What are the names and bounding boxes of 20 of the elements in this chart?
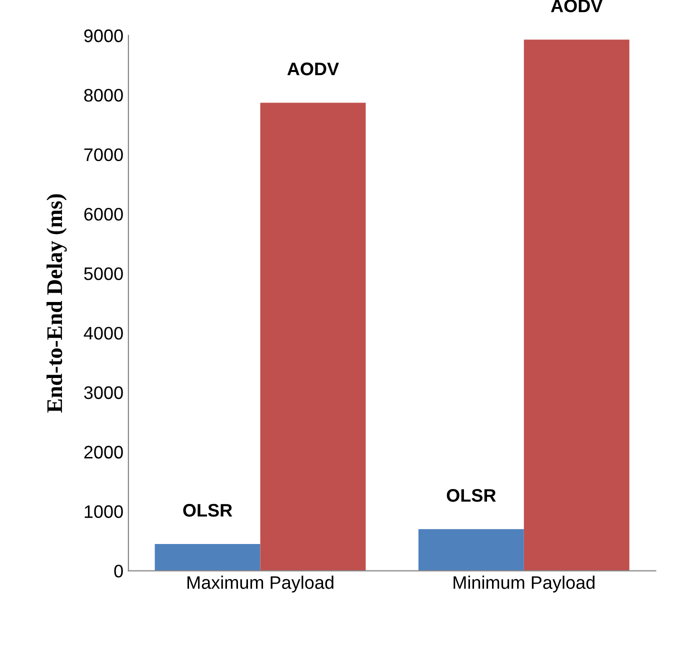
y-tick-label: 5000: [84, 267, 123, 280]
y-axis-title: End-to-End Delay (ms): [46, 194, 67, 413]
text: OLSR: [183, 504, 232, 517]
bar: [260, 102, 366, 571]
series-label: OLSR: [446, 489, 496, 502]
bar: [154, 544, 260, 571]
x-tick-label: Minimum Payload: [454, 576, 594, 593]
series-label: AODV: [287, 62, 339, 76]
y-tick-label: 1000: [84, 505, 123, 518]
y-tick-label: 4000: [84, 326, 123, 340]
y-tick-label: 8000: [84, 88, 123, 102]
y-tick-label: 3000: [84, 386, 123, 400]
bar: [418, 529, 524, 571]
x-tick-label: Maximum Payload: [187, 576, 334, 593]
y-tick-label: 7000: [84, 148, 123, 162]
y-tick-label: 6000: [84, 208, 123, 221]
y-tick-label: 2000: [84, 446, 123, 459]
bar: [524, 40, 630, 571]
y-tick-label: 9000: [84, 29, 123, 42]
y-tick-label: 0: [114, 564, 123, 578]
